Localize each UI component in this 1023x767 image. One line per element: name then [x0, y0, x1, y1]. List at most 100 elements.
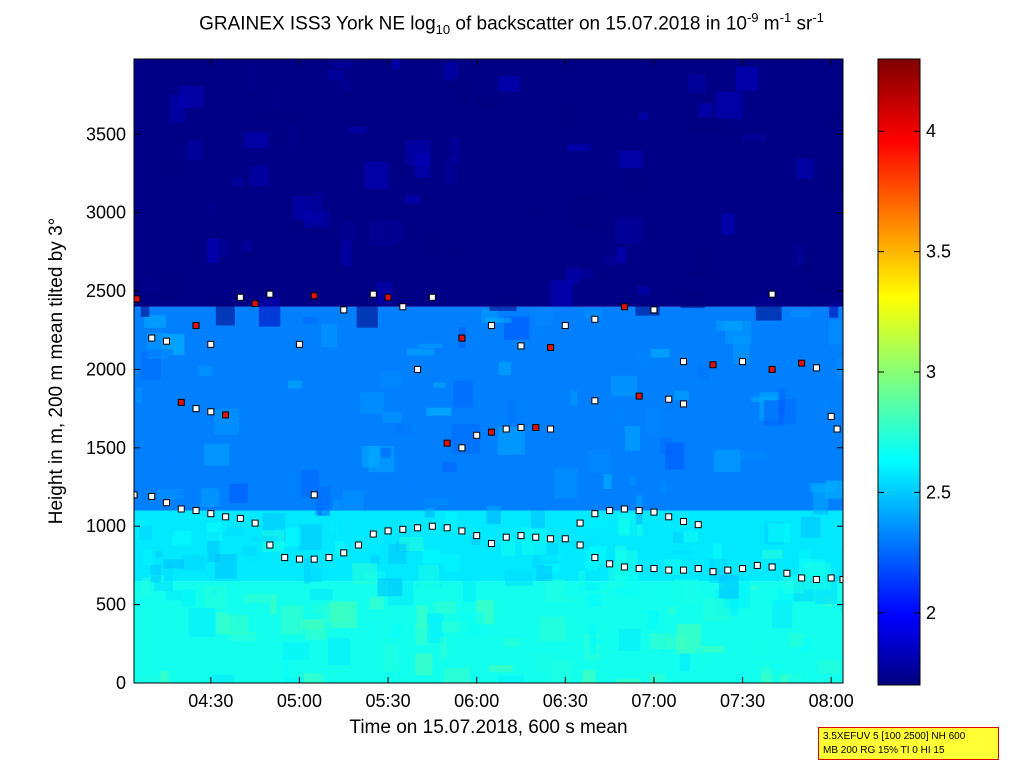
heatmap-cell [673, 532, 684, 544]
layer-marker [606, 560, 614, 568]
heatmap-cell [310, 588, 333, 601]
heatmap-cell [361, 445, 380, 468]
heatmap-cell [832, 428, 840, 439]
heatmap-cell [500, 537, 516, 556]
layer-marker [517, 342, 525, 350]
layer-marker [251, 300, 259, 308]
layer-marker [207, 340, 215, 348]
heatmap-cell [142, 577, 149, 597]
heatmap-cell [445, 157, 458, 184]
heatmap-cell [570, 390, 578, 407]
colorbar-axis: 2 2.5 3 3.5 4 [878, 121, 951, 623]
x-tick-label: 08:00 [809, 691, 854, 711]
heatmap-cell [451, 137, 460, 163]
layer-marker [812, 576, 820, 584]
heatmap-cell [231, 178, 244, 187]
heatmap-cell [629, 476, 637, 486]
heatmap-cell [536, 654, 552, 672]
heatmap-cell [150, 564, 161, 583]
heatmap-cell [416, 605, 428, 628]
heatmap-cell [828, 320, 843, 346]
title-part: GRAINEX ISS3 York NE log [199, 13, 436, 35]
heatmap-cell [369, 596, 384, 610]
layer-marker [384, 527, 392, 535]
layer-marker [576, 541, 584, 549]
layer-marker [295, 555, 303, 563]
layer-markers [134, 290, 843, 584]
heatmap-cell [790, 310, 812, 318]
layer-marker [502, 425, 510, 433]
heatmap-cell [204, 443, 230, 466]
heatmap-cell [646, 610, 660, 629]
heatmap-cell [695, 648, 703, 671]
layer-marker [517, 532, 525, 540]
colorbar-tick-label: 2 [926, 603, 936, 623]
heatmap-cell [275, 127, 290, 142]
layer-marker [502, 533, 510, 541]
heatmap-cell [418, 564, 440, 588]
heatmap-cell [536, 565, 553, 581]
layer-marker [532, 423, 540, 431]
layer-marker [709, 361, 717, 369]
heatmap-cell [165, 530, 175, 538]
heatmap-cell [243, 545, 262, 563]
heatmap-cell [368, 620, 380, 641]
heatmap-cell [283, 501, 304, 507]
heatmap-cell [287, 124, 299, 146]
heatmap-cell [396, 532, 412, 539]
heatmap-cell [775, 446, 786, 466]
layer-marker [222, 411, 230, 419]
heatmap-cell [308, 561, 322, 583]
heatmap-cell [303, 557, 311, 584]
heatmap-cell [680, 293, 705, 309]
layer-marker [266, 541, 274, 549]
heatmap-cell [763, 400, 784, 426]
heatmap-cell [424, 232, 439, 259]
colorbar [877, 58, 921, 686]
layer-marker [635, 565, 643, 573]
heatmap-cell [370, 555, 380, 565]
heatmap-cell [618, 628, 641, 651]
layer-marker [428, 522, 436, 530]
heatmap-cell [534, 307, 554, 326]
layer-marker [399, 525, 407, 533]
heatmap-cell [697, 103, 712, 118]
heatmap-cell [135, 387, 143, 403]
x-tick-label: 07:00 [631, 691, 676, 711]
layer-marker [724, 566, 732, 574]
heatmap-cell [503, 638, 520, 647]
layer-marker [576, 519, 584, 527]
heatmap-cell [800, 516, 821, 538]
heatmap-cell [330, 601, 358, 628]
heatmap-cell [215, 300, 235, 326]
layer-marker [134, 491, 138, 499]
heatmap-cell [302, 316, 317, 324]
heatmap-cell [298, 524, 322, 550]
plot-frame [133, 58, 844, 684]
heatmap-cell [426, 407, 452, 416]
heatmap-cell [425, 507, 435, 518]
heatmap-cell [270, 594, 277, 615]
layer-marker [355, 541, 363, 549]
heatmap-cell [829, 303, 839, 318]
layer-marker [798, 574, 806, 582]
heatmap-cell [335, 541, 345, 557]
layer-marker [384, 293, 392, 301]
heatmap-cell [604, 256, 618, 266]
layer-marker [620, 563, 628, 571]
layer-marker [207, 408, 215, 416]
heatmap-cell [163, 559, 185, 569]
layer-marker [753, 561, 761, 569]
heatmap-cell [507, 399, 517, 424]
heatmap-cell [521, 527, 547, 555]
heatmap-cell [453, 380, 473, 408]
layer-marker [487, 428, 495, 436]
heatmap-cell [840, 603, 843, 612]
heatmap-cell [471, 537, 481, 546]
heatmap-cell [453, 249, 472, 256]
layer-marker [236, 293, 244, 301]
heatmap-cell [681, 531, 699, 542]
heatmap-cell [497, 675, 525, 683]
heatmap-cell [181, 555, 206, 571]
y-tick-label: 3500 [86, 124, 126, 144]
